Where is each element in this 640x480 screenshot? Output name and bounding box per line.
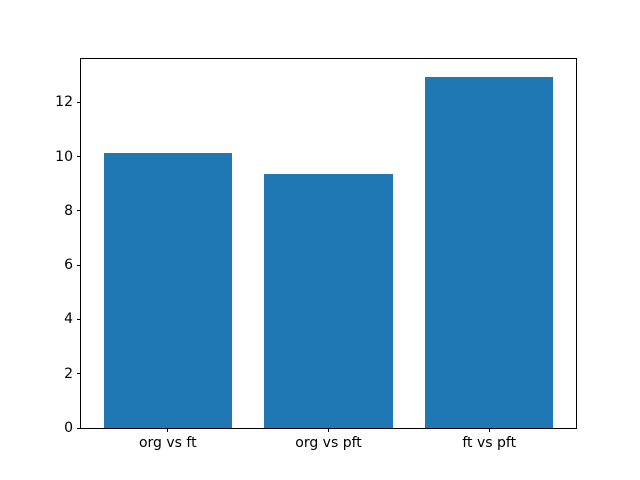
y-tick-label: 8 bbox=[64, 202, 73, 219]
x-tick-mark bbox=[328, 428, 329, 432]
y-tick-label: 10 bbox=[55, 148, 73, 165]
y-tick-label: 0 bbox=[64, 420, 73, 436]
x-tick-label: ft vs pft bbox=[462, 435, 517, 451]
y-tick-mark bbox=[77, 156, 81, 158]
y-tick-label: 6 bbox=[64, 257, 73, 274]
x-tick-mark bbox=[488, 428, 490, 432]
plot-area: 0 2 4 6 8 10 12 org vs ft org vs pft ft vs pft bbox=[55, 58, 577, 450]
y-tick-label: 12 bbox=[55, 94, 73, 111]
y-tick-mark bbox=[77, 264, 81, 266]
y-tick-mark bbox=[77, 101, 81, 103]
y-tick-mark bbox=[77, 427, 81, 429]
y-tick-label: 4 bbox=[64, 311, 73, 328]
y-tick-mark bbox=[77, 373, 81, 375]
y-tick-mark bbox=[77, 210, 81, 212]
bar-org-vs-ft bbox=[103, 152, 233, 428]
y-tick-mark bbox=[77, 318, 81, 320]
x-tick-label: org vs ft bbox=[138, 435, 197, 451]
bar-ft-vs-pft bbox=[424, 76, 554, 428]
x-tick-mark bbox=[167, 428, 169, 432]
y-tick-label: 2 bbox=[64, 365, 73, 382]
x-tick-label: org vs pft bbox=[295, 435, 362, 451]
bar-org-vs-pft bbox=[264, 174, 393, 428]
